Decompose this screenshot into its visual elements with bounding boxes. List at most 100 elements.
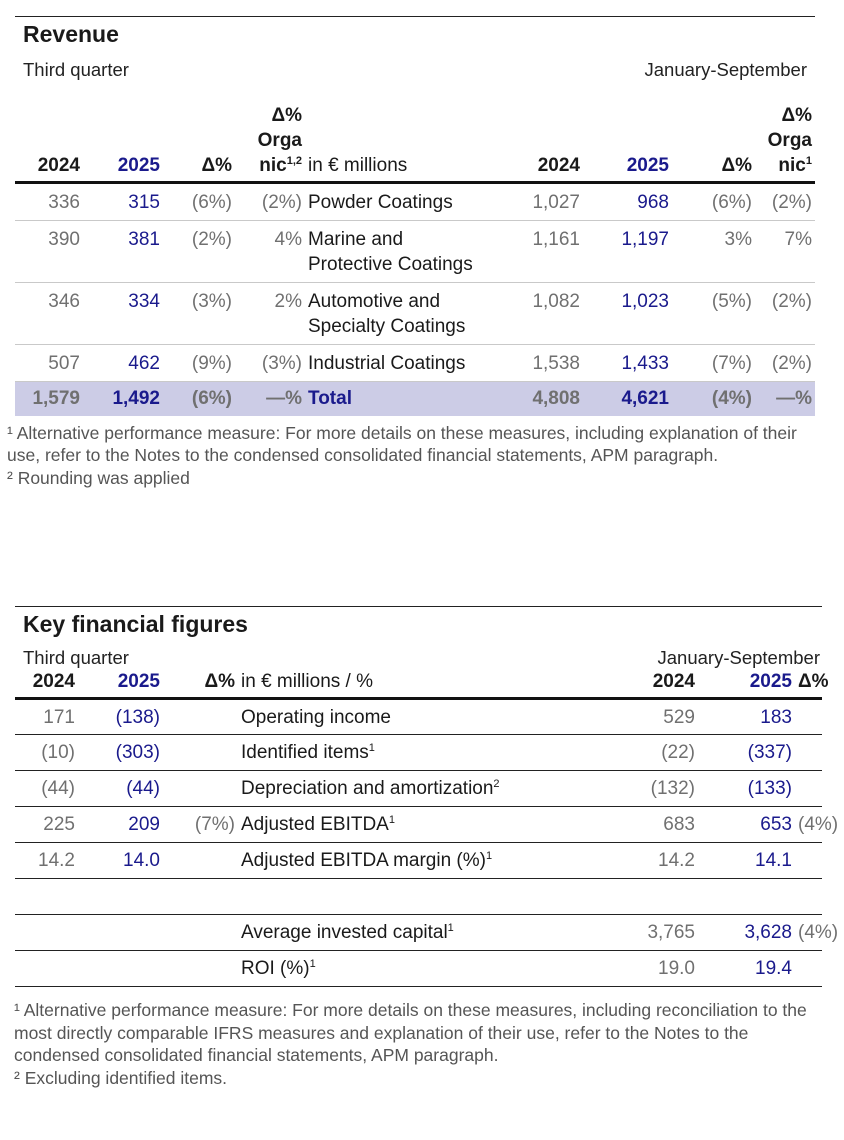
- cell: 529: [663, 707, 695, 728]
- table-row: 336 315 (6%) (2%) Powder Coatings 1,027 968 (6%…: [15, 182, 815, 220]
- cell: 1,161: [532, 228, 580, 250]
- cell: 390: [48, 228, 80, 250]
- cell: [795, 951, 822, 987]
- cell: (5%): [711, 290, 752, 312]
- cell: [15, 915, 78, 951]
- col-header: 2025: [749, 671, 792, 692]
- revenue-section: Revenue Third quarter January-September …: [7, 16, 815, 489]
- cell: [78, 915, 163, 951]
- col-header: 2024: [537, 154, 580, 176]
- cell: [163, 843, 238, 879]
- cell: 171: [43, 707, 75, 728]
- cell: (133): [747, 778, 792, 799]
- col-header: 2024: [32, 671, 75, 692]
- col-header: in € millions: [308, 154, 408, 176]
- cell: (2%): [771, 191, 812, 213]
- cell: (7%): [194, 814, 235, 835]
- cell: 4,621: [621, 387, 669, 409]
- cell: 653: [760, 814, 792, 835]
- section-title: Revenue: [15, 16, 815, 53]
- key-figures-section: Key financial figures Third quarter Janu…: [14, 606, 839, 1089]
- cell: 683: [663, 814, 695, 835]
- cell: Adjusted EBITDA1: [241, 814, 395, 835]
- cell: (138): [115, 707, 160, 728]
- cell: (4%): [798, 922, 839, 943]
- cell: [163, 735, 238, 771]
- cell: Average invested capital1: [241, 922, 454, 943]
- cell: 3,628: [744, 922, 792, 943]
- cell: (44): [126, 778, 160, 799]
- col-header: in € millions / %: [241, 671, 373, 692]
- cell: 1,433: [621, 352, 669, 374]
- footnotes: ¹ Alternative performance measure: For m…: [14, 999, 822, 1089]
- cell: (2%): [771, 290, 812, 312]
- col-header: Δ% Orga nic1: [767, 104, 812, 176]
- row-label: Powder Coatings: [308, 191, 453, 213]
- cell: (4%): [798, 814, 839, 835]
- period-right: January-September: [657, 647, 820, 668]
- cell: 346: [48, 290, 80, 312]
- col-header: 2024: [652, 671, 695, 692]
- cell: Depreciation and amortization2: [241, 778, 500, 799]
- table-row: (44) (44) Depreciation and amortization2 (1…: [15, 771, 822, 807]
- col-header: 2024: [37, 154, 80, 176]
- cell: (3%): [191, 290, 232, 312]
- cell: (2%): [771, 352, 812, 374]
- cell: 1,538: [532, 352, 580, 374]
- cell: 334: [128, 290, 160, 312]
- cell: (7%): [711, 352, 752, 374]
- cell: 1,027: [532, 191, 580, 213]
- cell: 315: [128, 191, 160, 213]
- col-header: 2025: [117, 671, 160, 692]
- period-right: January-September: [644, 59, 807, 80]
- cell: —%: [776, 387, 812, 409]
- cell: [15, 951, 78, 987]
- cell: (4%): [711, 387, 752, 409]
- cell: 1,492: [112, 387, 160, 409]
- cell: Adjusted EBITDA margin (%)1: [241, 850, 493, 871]
- period-left: Third quarter: [23, 647, 129, 668]
- cell: 336: [48, 191, 80, 213]
- cell: [795, 843, 822, 879]
- footnote: ¹ Alternative performance measure: For m…: [14, 1000, 807, 1065]
- cell: [163, 915, 238, 951]
- row-label: Total: [308, 387, 352, 409]
- cell: (303): [115, 742, 160, 763]
- cell: (22): [661, 742, 695, 763]
- cell: 462: [128, 352, 160, 374]
- total-row: 1,579 1,492 (6%) —% Total 4,808 4,621 (4%) —%: [15, 381, 815, 416]
- table-row: 171 (138) Operating income 529 183: [15, 699, 822, 735]
- cell: 14.0: [123, 850, 160, 871]
- cell: (10): [41, 742, 75, 763]
- footnote: ² Excluding identified items.: [14, 1067, 228, 1088]
- table-row: 346 334 (3%) 2% Automotive and Specialty Coa…: [15, 282, 815, 344]
- cell: (6%): [191, 191, 232, 213]
- cell: 3,765: [647, 922, 695, 943]
- cell: (337): [747, 742, 792, 763]
- col-header: Δ%: [201, 154, 232, 176]
- period-left: Third quarter: [23, 59, 129, 80]
- cell: 209: [128, 814, 160, 835]
- cell: 1,197: [621, 228, 669, 250]
- cell: —%: [266, 387, 302, 409]
- cell: (9%): [191, 352, 232, 374]
- revenue-table: 2024 2025 Δ% Δ% Orga nic1,2 in € million…: [15, 83, 815, 416]
- table-row: 225 209 (7%) Adjusted EBITDA1 683 653 (4%): [15, 807, 839, 843]
- cell: 14.1: [755, 850, 792, 871]
- cell: (2%): [191, 228, 232, 250]
- cell: (44): [41, 778, 75, 799]
- cell: [795, 771, 822, 807]
- col-header: 2025: [117, 154, 160, 176]
- cell: [795, 699, 822, 735]
- cell: (3%): [261, 352, 302, 374]
- col-header: Δ%: [798, 671, 829, 692]
- cell: 19.4: [755, 958, 792, 979]
- cell: 381: [128, 228, 160, 250]
- cell: (132): [650, 778, 695, 799]
- cell: (6%): [711, 191, 752, 213]
- cell: Operating income: [241, 707, 391, 728]
- cell: Identified items1: [241, 742, 375, 763]
- cell: [795, 735, 822, 771]
- cell: [163, 951, 238, 987]
- footnotes: ¹ Alternative performance measure: For m…: [7, 422, 822, 490]
